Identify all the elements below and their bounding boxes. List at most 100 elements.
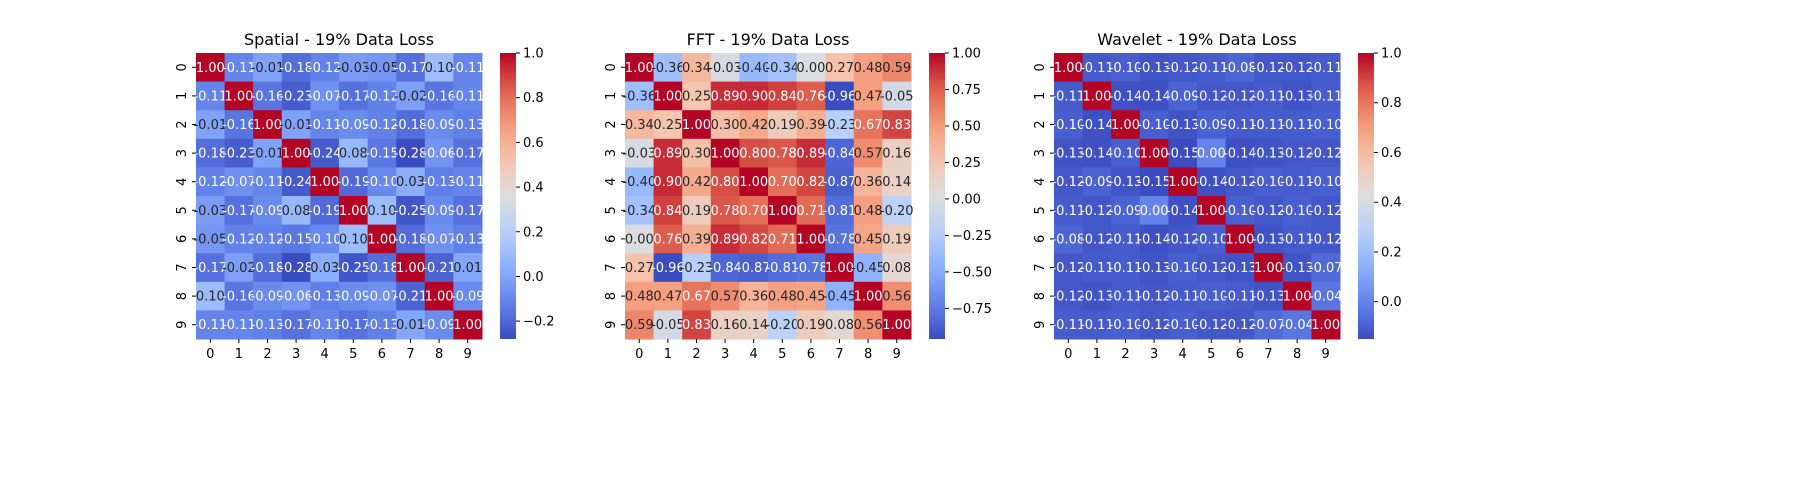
- heatmap-spatial-ytick-label-9: 9: [175, 321, 190, 329]
- heatmap-fft-cell-2-0: [625, 110, 655, 140]
- heatmap-fft-cell-6-6: [796, 224, 826, 254]
- heatmap-wavelet-cell-4-6: [1225, 167, 1255, 197]
- heatmap-fft-cell-1-4: [739, 81, 769, 111]
- heatmap-fft-cell-label-1-3: 0.89: [711, 89, 740, 104]
- heatmap-fft-cell-label-3-0: -0.03: [622, 147, 656, 162]
- heatmap-wavelet-cell-6-4: [1168, 224, 1198, 254]
- heatmap-wavelet-xtick-label-9: 9: [1322, 347, 1330, 362]
- heatmap-fft-cell-4-1: [653, 167, 683, 197]
- heatmap-spatial-cell-7-5: [339, 253, 369, 283]
- heatmap-spatial-cell-label-9-5: -0.17: [336, 318, 370, 333]
- heatmap-spatial-cell-8-9: [453, 281, 483, 311]
- heatmap-wavelet-cell-label-5-9: -0.12: [1309, 204, 1343, 219]
- heatmap-fft-xtick-label-6: 6: [807, 347, 815, 362]
- heatmap-wavelet-xtick-label-7: 7: [1264, 347, 1272, 362]
- heatmap-fft-cell-label-4-1: 0.90: [653, 175, 682, 190]
- heatmap-fft-cell-label-6-2: 0.39: [682, 232, 711, 247]
- heatmap-fft-xtick-label-9: 9: [893, 347, 901, 362]
- heatmap-wavelet-cell-label-3-8: -0.12: [1280, 147, 1314, 162]
- heatmap-spatial-ytick-label-3: 3: [175, 149, 190, 157]
- heatmap-spatial-cell-label-4-6: -0.10: [365, 175, 399, 190]
- heatmap-fft-title: FFT - 19% Data Loss: [687, 30, 850, 49]
- heatmap-fft-cell-6-4: [739, 224, 769, 254]
- heatmap-fft-cell-label-7-7: 1.00: [825, 261, 854, 276]
- heatmap-spatial-cell-label-9-3: -0.17: [279, 318, 313, 333]
- heatmap-fft-colorbar-tick-label-2: −0.25: [952, 229, 992, 244]
- heatmap-wavelet-xtick-label-1: 1: [1093, 347, 1101, 362]
- heatmap-fft-cell-7-3: [710, 253, 740, 283]
- heatmap-spatial-cell-label-7-4: 0.03: [310, 261, 339, 276]
- heatmap-fft-cell-label-7-9: 0.08: [882, 261, 911, 276]
- heatmap-fft-cell-7-4: [739, 253, 769, 283]
- heatmap-fft-cell-5-6: [796, 196, 826, 226]
- heatmap-fft-cell-4-0: [625, 167, 655, 197]
- heatmap-fft-cell-8-1: [653, 281, 683, 311]
- heatmap-fft-xtick-label-5: 5: [778, 347, 786, 362]
- heatmap-spatial-cell-5-8: [424, 196, 454, 226]
- heatmap-spatial-cell-label-6-2: -0.12: [251, 232, 285, 247]
- heatmap-wavelet-cell-9-4: [1168, 310, 1198, 340]
- heatmap-fft-cell-label-3-2: 0.30: [682, 147, 711, 162]
- heatmap-fft-cell-0-2: [682, 53, 712, 83]
- heatmap-spatial-cell-label-8-4: -0.13: [308, 290, 342, 305]
- heatmap-spatial-xtick-label-6: 6: [378, 347, 386, 362]
- heatmap-fft-cell-9-9: [882, 310, 912, 340]
- heatmap-spatial-cell-label-7-2: -0.18: [251, 261, 285, 276]
- heatmap-spatial-cell-label-6-8: -0.07: [422, 232, 456, 247]
- heatmap-wavelet-cell-1-2: [1111, 81, 1141, 111]
- heatmap-spatial-cell-9-0: [196, 310, 226, 340]
- heatmap-wavelet-cell-label-5-1: -0.12: [1080, 204, 1114, 219]
- heatmap-spatial-cell-3-4: [310, 138, 340, 168]
- heatmap-wavelet-cell-label-4-3: -0.15: [1137, 175, 1171, 190]
- heatmap-spatial-cell-label-0-4: -0.12: [308, 61, 342, 76]
- heatmap-spatial-cell-label-1-6: -0.12: [365, 89, 399, 104]
- heatmap-spatial-cell-label-9-2: -0.13: [251, 318, 285, 333]
- heatmap-wavelet-cell-label-1-0: -0.11: [1051, 89, 1085, 104]
- heatmap-wavelet-cell-2-5: [1197, 110, 1227, 140]
- heatmap-fft-cell-label-3-6: 0.89: [796, 147, 825, 162]
- heatmap-spatial-cell-4-5: [339, 167, 369, 197]
- heatmap-spatial-xtick-label-7: 7: [406, 347, 414, 362]
- heatmap-fft-xtick-label-7: 7: [835, 347, 843, 362]
- heatmap-spatial-cell-7-4: [310, 253, 340, 283]
- heatmap-wavelet-cell-label-6-3: -0.14: [1137, 232, 1171, 247]
- heatmap-spatial-cell-1-0: [196, 81, 226, 111]
- heatmap-wavelet-colorbar-tick-label-4: 0.8: [1381, 96, 1402, 111]
- heatmap-spatial-cell-5-9: [453, 196, 483, 226]
- heatmap-fft-cell-7-0: [625, 253, 655, 283]
- heatmap-fft-cell-label-1-2: 0.25: [682, 89, 711, 104]
- heatmap-wavelet-cell-6-1: [1082, 224, 1112, 254]
- heatmap-fft-cell-1-7: [825, 81, 855, 111]
- heatmap-fft-cell-2-8: [853, 110, 883, 140]
- heatmap-spatial-cell-label-7-8: -0.21: [422, 261, 456, 276]
- heatmap-wavelet-cell-label-3-0: -0.13: [1051, 147, 1085, 162]
- heatmap-spatial-cell-label-7-3: -0.28: [279, 261, 313, 276]
- heatmap-fft-colorbar-tick-label-3: 0.00: [952, 192, 981, 207]
- heatmap-fft-colorbar-tick-label-4: 0.25: [952, 156, 981, 171]
- heatmap-spatial-cell-1-4: [310, 81, 340, 111]
- heatmap-spatial-colorbar-tick-label-2: 0.2: [523, 225, 544, 240]
- heatmap-fft-cell-label-1-7: -0.96: [823, 89, 857, 104]
- heatmap-wavelet-ytick-label-4: 4: [1033, 178, 1048, 186]
- heatmap-fft-cell-1-5: [768, 81, 798, 111]
- heatmap-spatial-cell-0-2: [253, 53, 283, 83]
- heatmap-wavelet-cell-5-2: [1111, 196, 1141, 226]
- heatmap-spatial-cell-7-7: [396, 253, 426, 283]
- heatmap-wavelet-cell-label-2-1: -0.14: [1080, 118, 1114, 133]
- heatmap-wavelet-ytick-label-9: 9: [1033, 321, 1048, 329]
- heatmap-fft-cell-label-2-7: -0.23: [823, 118, 857, 133]
- heatmap-wavelet-cell-3-3: [1139, 138, 1169, 168]
- heatmap-wavelet-cell-6-5: [1197, 224, 1227, 254]
- heatmap-wavelet-cell-1-7: [1254, 81, 1284, 111]
- heatmap-fft-cell-label-8-6: 0.45: [796, 290, 825, 305]
- heatmap-wavelet-cell-0-2: [1111, 53, 1141, 83]
- heatmap-spatial-cell-4-9: [453, 167, 483, 197]
- heatmap-fft-cell-9-4: [739, 310, 769, 340]
- heatmap-wavelet-ytick-label-7: 7: [1033, 263, 1048, 271]
- heatmap-spatial-cell-3-8: [424, 138, 454, 168]
- heatmap-spatial-cell-0-3: [281, 53, 311, 83]
- heatmap-fft-cell-6-3: [710, 224, 740, 254]
- heatmap-spatial-cell-label-2-1: -0.16: [222, 118, 256, 133]
- heatmap-spatial-cell-8-2: [253, 281, 283, 311]
- heatmap-wavelet-cell-label-3-6: -0.14: [1223, 147, 1257, 162]
